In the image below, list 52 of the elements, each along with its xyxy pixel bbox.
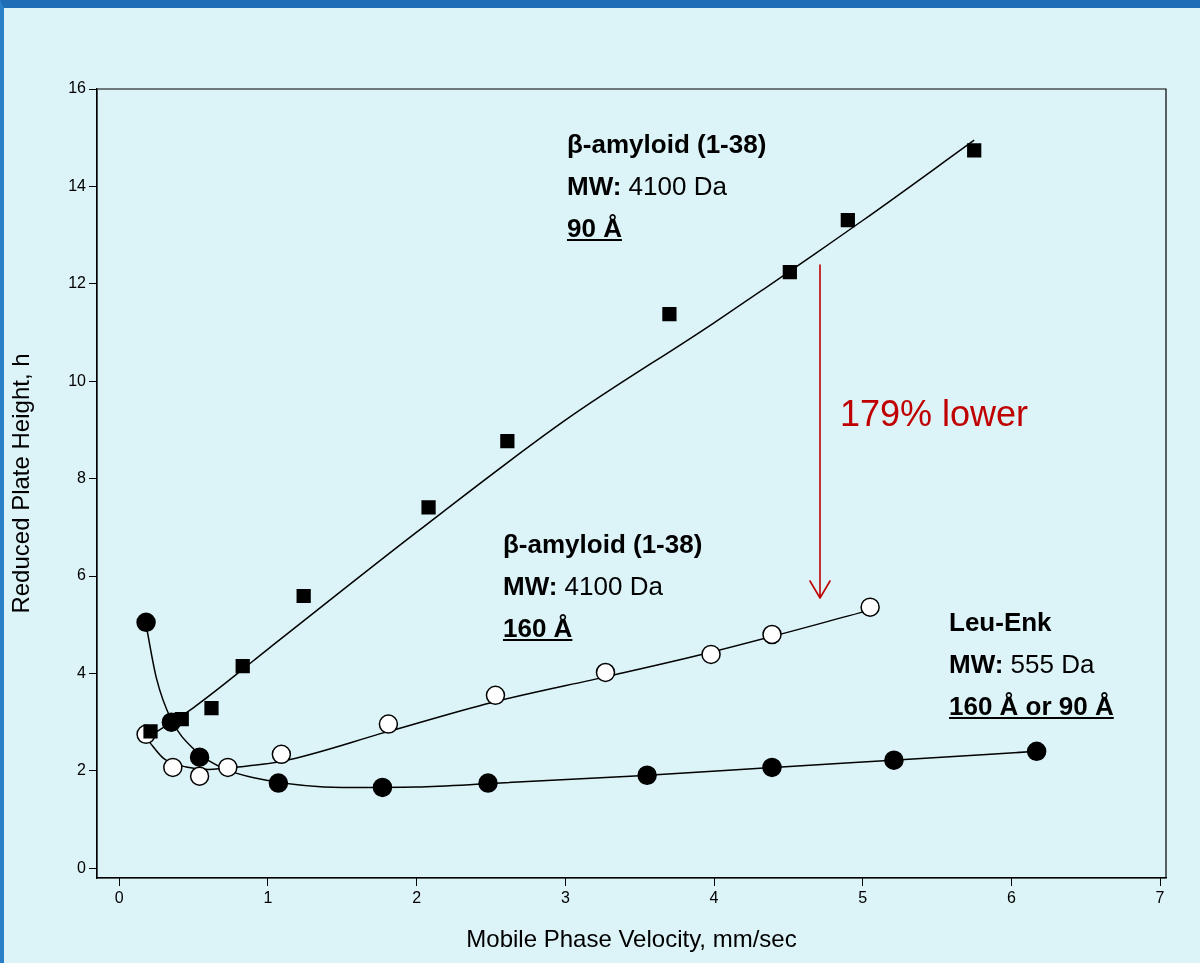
point [762,624,782,645]
y-axis-title: Reduced Plate Height, h [7,353,35,614]
x-tick-label: 4 [709,889,719,907]
y-tick-label: 4 [77,663,87,681]
point [235,659,250,674]
y-tick-label: 16 [68,79,87,97]
point [296,588,311,604]
point [485,685,506,706]
x-axis-title: Mobile Phase Velocity, mm/sec [466,925,797,953]
point [163,757,183,778]
point [218,757,238,778]
point [478,773,498,793]
point [189,766,210,786]
point [421,500,436,515]
point [662,306,677,322]
x-tick-label: 7 [1155,889,1165,907]
point [840,212,855,228]
point [204,700,219,716]
annotation: 179% lower [840,393,1029,435]
point [268,773,289,793]
y-tick-label: 8 [77,469,87,487]
point [372,777,393,798]
point [1026,741,1047,762]
annotation: β-amyloid (1-38) MW: 4100 Da 90 Å [567,129,767,243]
point [136,612,156,633]
x-tick-label: 6 [1006,889,1016,907]
y-tick-label: 2 [77,761,87,779]
point [595,662,616,683]
point [378,714,399,734]
point [860,597,880,617]
x-tick-label: 2 [412,889,422,907]
y-tick-label: 12 [68,274,87,292]
point [271,744,292,765]
annotation: β-amyloid (1-38) MW: 4100 Da 160 Å [503,529,703,643]
point [782,265,797,280]
point [762,757,782,778]
x-tick-label: 1 [263,889,273,907]
x-tick-label: 5 [858,889,868,907]
y-tick-label: 0 [77,858,87,876]
point [174,712,189,727]
point [500,434,515,449]
y-tick-label: 14 [68,176,87,194]
point [884,750,904,770]
y-tick-label: 10 [68,371,87,389]
point [189,747,210,767]
point [967,143,982,158]
y-tick-label: 6 [77,566,87,584]
x-tick-label: 3 [560,889,570,907]
point [701,644,721,665]
annotation: Leu-Enk MW: 555 Da 160 Å or 90 Å [949,607,1114,721]
x-tick-label: 0 [114,889,124,907]
point [637,765,657,785]
